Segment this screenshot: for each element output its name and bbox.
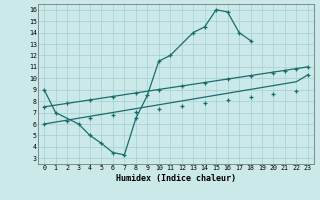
X-axis label: Humidex (Indice chaleur): Humidex (Indice chaleur) [116, 174, 236, 183]
